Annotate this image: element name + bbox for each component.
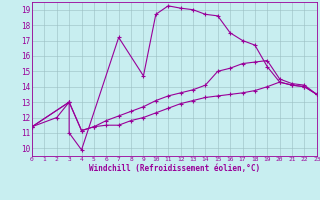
X-axis label: Windchill (Refroidissement éolien,°C): Windchill (Refroidissement éolien,°C) <box>89 164 260 173</box>
